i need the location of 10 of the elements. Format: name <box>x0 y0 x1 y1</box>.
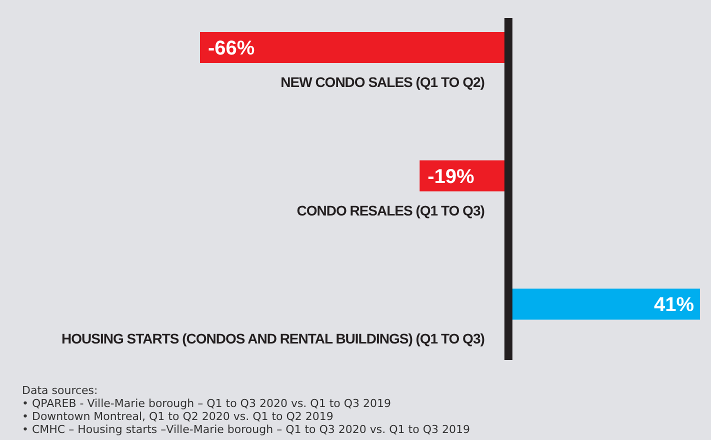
data-label: -19% <box>428 166 475 188</box>
y-tick-label: NEW CONDO SALES (Q1 TO Q2) <box>280 74 484 90</box>
text: Data sources: <box>22 384 98 397</box>
text: • Downtown Montreal, Q1 to Q2 2020 vs. Q1 to Q2 2019 <box>22 410 334 423</box>
y-tick-label: HOUSING STARTS (CONDOS AND RENTAL BUILDINGS) (Q1 TO Q3) <box>62 330 484 347</box>
data-label: -66% <box>208 38 255 60</box>
text: • CMHC – Housing starts –Ville-Marie borough – Q1 to Q3 2020 vs. Q1 to Q3 2019 <box>22 423 470 436</box>
y-tick-label: CONDO RESALES (Q1 TO Q3) <box>296 202 484 218</box>
data-label: 41% <box>654 294 694 316</box>
text: • QPAREB - Ville-Marie borough – Q1 to Q3 2020 vs. Q1 to Q3 2019 <box>22 397 392 410</box>
